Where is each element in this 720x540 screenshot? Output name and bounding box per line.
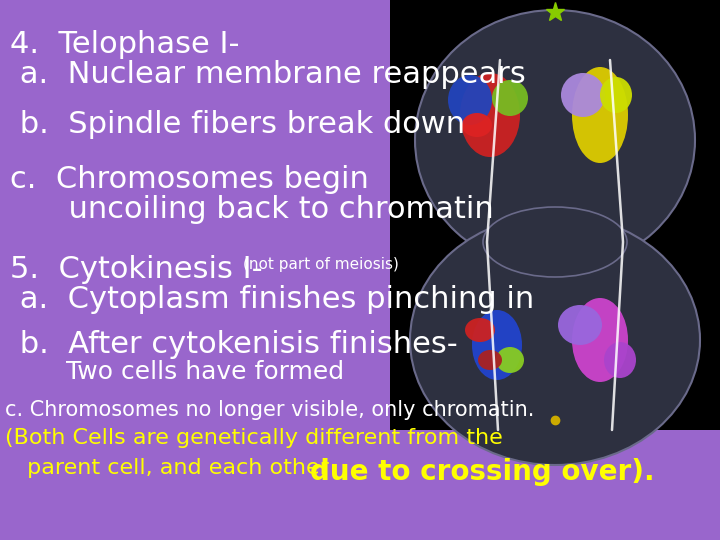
- Ellipse shape: [558, 305, 602, 345]
- Ellipse shape: [600, 77, 632, 113]
- Ellipse shape: [483, 207, 627, 277]
- Text: (not part of meiosis): (not part of meiosis): [243, 257, 399, 272]
- Ellipse shape: [561, 73, 605, 117]
- Text: 5.  Cytokinesis I-: 5. Cytokinesis I-: [10, 255, 263, 284]
- Ellipse shape: [478, 350, 502, 370]
- Ellipse shape: [604, 342, 636, 378]
- Text: a.  Cytoplasm finishes pinching in: a. Cytoplasm finishes pinching in: [10, 285, 534, 314]
- Ellipse shape: [572, 298, 628, 382]
- Ellipse shape: [410, 215, 700, 465]
- Ellipse shape: [472, 310, 522, 380]
- Text: parent cell, and each other: parent cell, and each other: [20, 458, 336, 478]
- Ellipse shape: [460, 73, 520, 157]
- Text: c. Chromosomes no longer visible, only chromatin.: c. Chromosomes no longer visible, only c…: [5, 400, 534, 420]
- Text: c.  Chromosomes begin: c. Chromosomes begin: [10, 165, 369, 194]
- Ellipse shape: [465, 318, 495, 342]
- Text: b.  Spindle fibers break down: b. Spindle fibers break down: [10, 110, 465, 139]
- Bar: [390, 0, 720, 430]
- Ellipse shape: [448, 75, 492, 125]
- Ellipse shape: [462, 113, 492, 137]
- Text: 4.  Telophase I-: 4. Telophase I-: [10, 30, 240, 59]
- Ellipse shape: [415, 10, 695, 270]
- Text: (Both Cells are genetically different from the: (Both Cells are genetically different fr…: [5, 428, 503, 448]
- Text: uncoiling back to chromatin: uncoiling back to chromatin: [10, 195, 494, 224]
- Text: b.  After cytokenisis finishes-: b. After cytokenisis finishes-: [10, 330, 458, 359]
- Text: Two cells have formed: Two cells have formed: [10, 360, 344, 384]
- Text: a.  Nuclear membrane reappears: a. Nuclear membrane reappears: [10, 60, 526, 89]
- Text: due to crossing over).: due to crossing over).: [310, 458, 654, 486]
- Ellipse shape: [492, 80, 528, 116]
- Ellipse shape: [572, 67, 628, 163]
- Ellipse shape: [496, 347, 524, 373]
